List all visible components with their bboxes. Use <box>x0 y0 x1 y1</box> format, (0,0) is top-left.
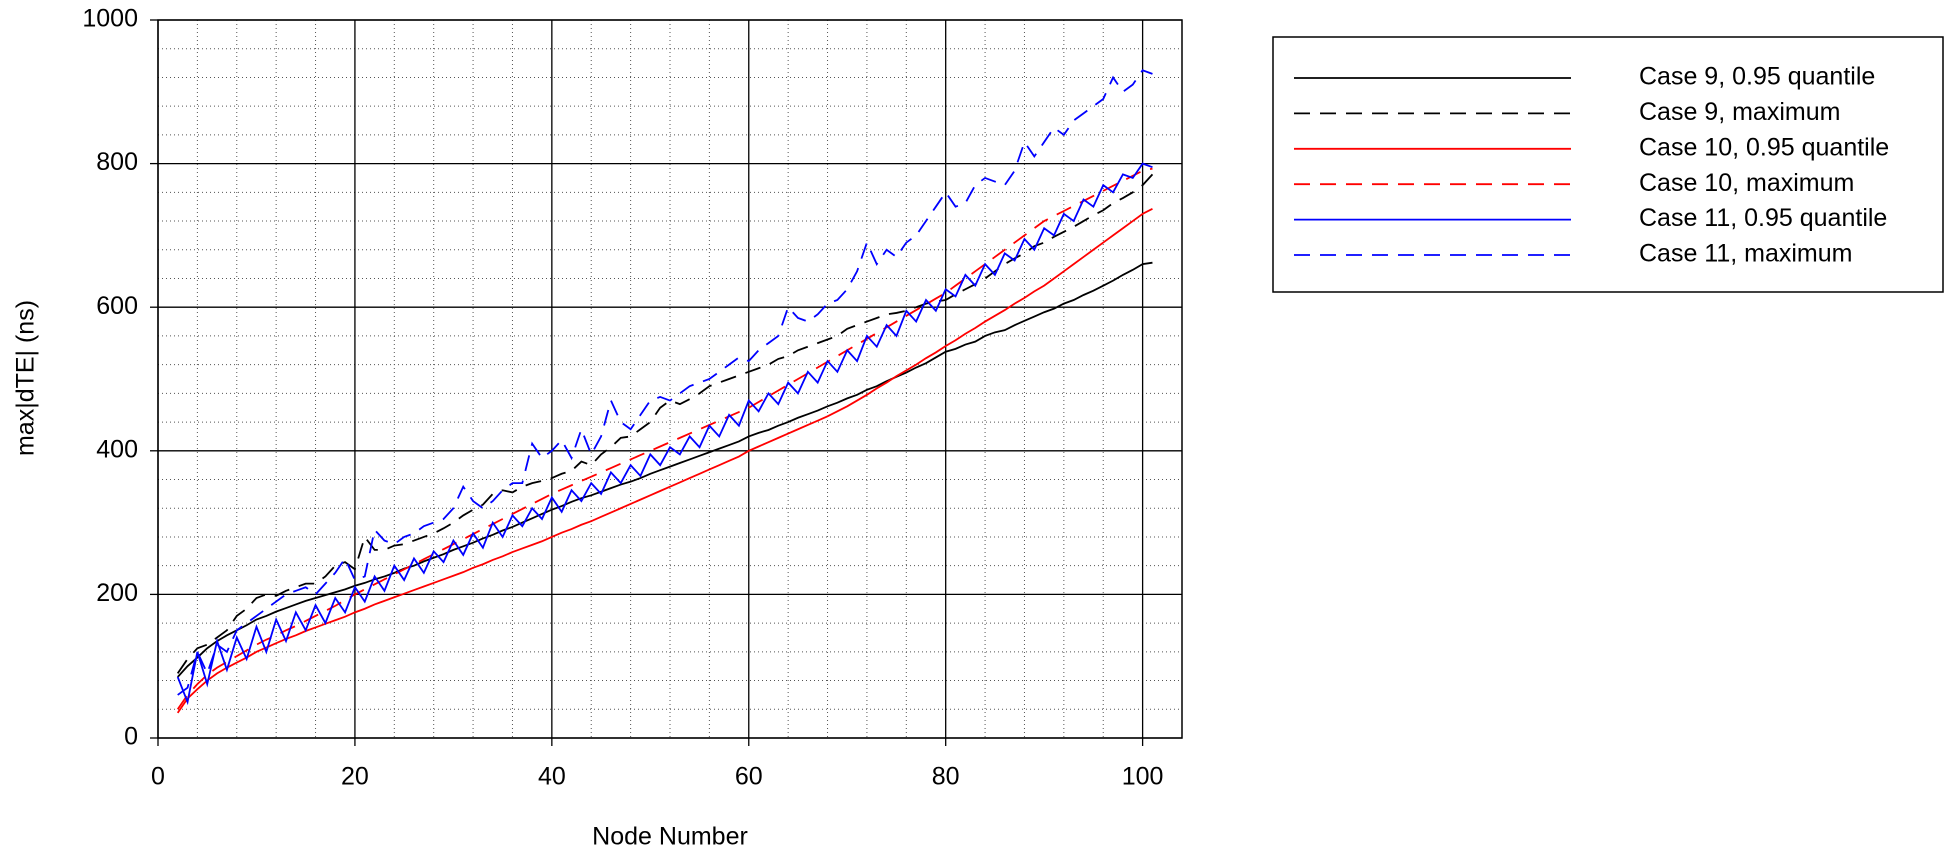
x-tick-label: 80 <box>932 763 960 791</box>
x-tick-label: 40 <box>538 763 566 791</box>
x-tick-label: 20 <box>341 763 369 791</box>
legend-label: Case 11, 0.95 quantile <box>1639 204 1887 232</box>
y-tick-label: 200 <box>96 579 138 607</box>
data-line <box>177 69 1153 696</box>
plot-frame <box>157 19 1183 739</box>
x-tick-label: 60 <box>735 763 763 791</box>
legend-label: Case 10, 0.95 quantile <box>1639 133 1889 161</box>
y-tick-label: 800 <box>96 148 138 176</box>
y-tick-label: 1000 <box>82 5 138 33</box>
data-line <box>176 173 1154 674</box>
data-line <box>176 208 1153 714</box>
data-line <box>176 162 1153 706</box>
y-tick-label: 400 <box>96 435 138 463</box>
legend-label: Case 10, maximum <box>1639 169 1854 197</box>
data-line <box>176 167 1153 710</box>
x-tick-label: 100 <box>1122 763 1164 791</box>
x-tick-label: 0 <box>151 763 165 791</box>
legend-box <box>1272 36 1944 293</box>
data-line <box>177 261 1153 678</box>
y-tick-label: 600 <box>96 292 138 320</box>
y-tick-label: 0 <box>124 723 138 751</box>
y-axis-label: max|dTE| (ns) <box>12 300 40 456</box>
x-axis-label: Node Number <box>592 823 748 851</box>
legend-label: Case 9, 0.95 quantile <box>1639 63 1875 91</box>
legend-label: Case 11, maximum <box>1639 240 1853 268</box>
legend-label: Case 9, maximum <box>1639 98 1840 126</box>
